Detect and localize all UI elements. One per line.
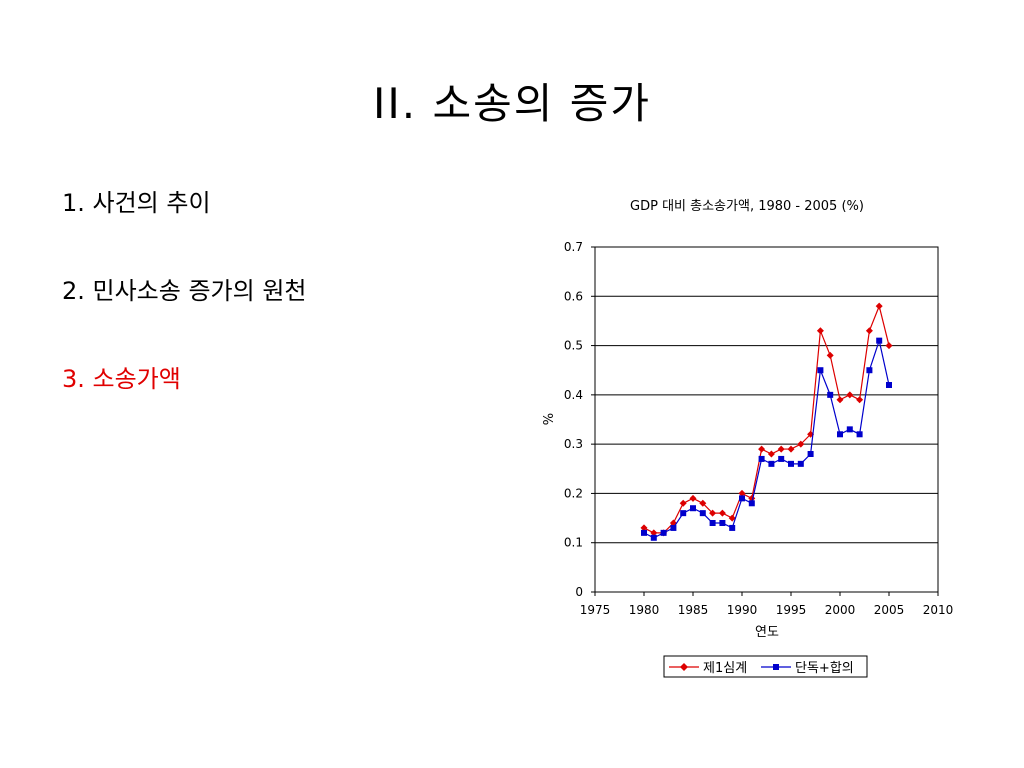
data-point [767, 450, 775, 458]
data-point [728, 514, 736, 522]
chart-title: GDP 대비 총소송가액, 1980 - 2005 (%) [630, 199, 864, 214]
data-point [865, 327, 873, 335]
x-tick-label: 1985 [678, 603, 709, 617]
data-point [748, 500, 755, 507]
data-point [718, 509, 726, 517]
data-point [797, 440, 805, 448]
data-point [886, 382, 892, 388]
x-tick-label: 2010 [923, 603, 954, 617]
data-point [836, 396, 844, 404]
bullet-item-2: 2. 민사소송 증가의 원천 [62, 277, 307, 305]
x-tick-labels: 1975 1980 1985 1990 1995 2000 2005 2010 [580, 603, 954, 617]
legend-label-2: 단독+합의 [795, 661, 854, 676]
data-point [670, 524, 677, 531]
data-point [816, 327, 824, 335]
data-point [680, 510, 687, 517]
data-point [699, 499, 707, 507]
data-point [856, 396, 864, 404]
data-point [846, 391, 854, 399]
y-tick-label: 0.6 [564, 289, 583, 303]
x-tick-label: 1980 [629, 603, 660, 617]
data-point [778, 455, 785, 462]
data-point [866, 367, 873, 374]
data-point [758, 445, 766, 453]
y-tick-label: 0.2 [564, 486, 583, 500]
data-point [817, 367, 824, 374]
x-tick-label: 2000 [825, 603, 856, 617]
series-layer [640, 302, 893, 541]
y-tick-label: 0.5 [564, 339, 583, 353]
data-point [875, 302, 883, 310]
data-point [650, 529, 658, 537]
data-point [690, 505, 696, 512]
y-tick-label: 0.1 [564, 536, 583, 550]
series-line-1 [643, 304, 890, 534]
y-tick-label: 0 [575, 585, 583, 599]
data-point [719, 520, 726, 526]
y-tick-label: 0.3 [564, 437, 583, 451]
data-point [837, 431, 843, 438]
x-tick-label: 2005 [874, 603, 905, 617]
data-point [650, 534, 657, 541]
legend-marker-2 [773, 664, 779, 670]
data-point [788, 460, 794, 467]
data-point [739, 495, 745, 502]
data-point [729, 524, 736, 531]
x-axis-label: 연도 [755, 625, 779, 640]
y-tick-label: 0.7 [564, 240, 583, 254]
bullet-item-1: 1. 사건의 추이 [62, 189, 211, 217]
legend: 제1심계 단독+합의 [663, 655, 868, 678]
chart: GDP 대비 총소송가액, 1980 - 2005 (%) 0 0.1 0.2 0.3… [542, 199, 954, 678]
data-point [856, 431, 863, 438]
data-point [709, 520, 716, 526]
data-point [846, 426, 853, 433]
data-point [679, 499, 687, 507]
y-tick-labels: 0 0.1 0.2 0.3 0.4 0.5 0.6 0.7 [564, 240, 583, 599]
y-axis-label: % [542, 413, 557, 425]
data-point [876, 337, 883, 344]
data-point [709, 509, 717, 517]
data-point [660, 529, 667, 536]
x-tick-label: 1975 [580, 603, 611, 617]
legend-label-1: 제1심계 [703, 661, 747, 676]
y-tick-label: 0.4 [564, 388, 583, 402]
data-point [777, 445, 785, 453]
x-tick-label: 1990 [727, 603, 758, 617]
data-point [807, 451, 814, 457]
data-point [669, 519, 677, 527]
legend-marker-1 [680, 663, 688, 671]
bullet-item-3: 3. 소송가액 [62, 365, 181, 393]
data-point [699, 510, 706, 517]
data-point [738, 489, 746, 497]
plot-area [594, 246, 939, 593]
slide-title: II. 소송의 증가 [372, 79, 652, 128]
x-tick-label: 1995 [776, 603, 807, 617]
data-point [826, 351, 834, 359]
data-point [827, 391, 834, 398]
data-point [787, 445, 795, 453]
data-point [640, 524, 648, 532]
data-point [885, 342, 893, 350]
data-point [797, 460, 804, 467]
data-point [758, 455, 765, 462]
data-point [689, 494, 697, 502]
data-point [641, 529, 647, 536]
data-point [768, 460, 775, 467]
bullet-list: 1. 사건의 추이 2. 민사소송 증가의 원천 3. 소송가액 [62, 188, 307, 452]
grid-lines [591, 246, 939, 596]
